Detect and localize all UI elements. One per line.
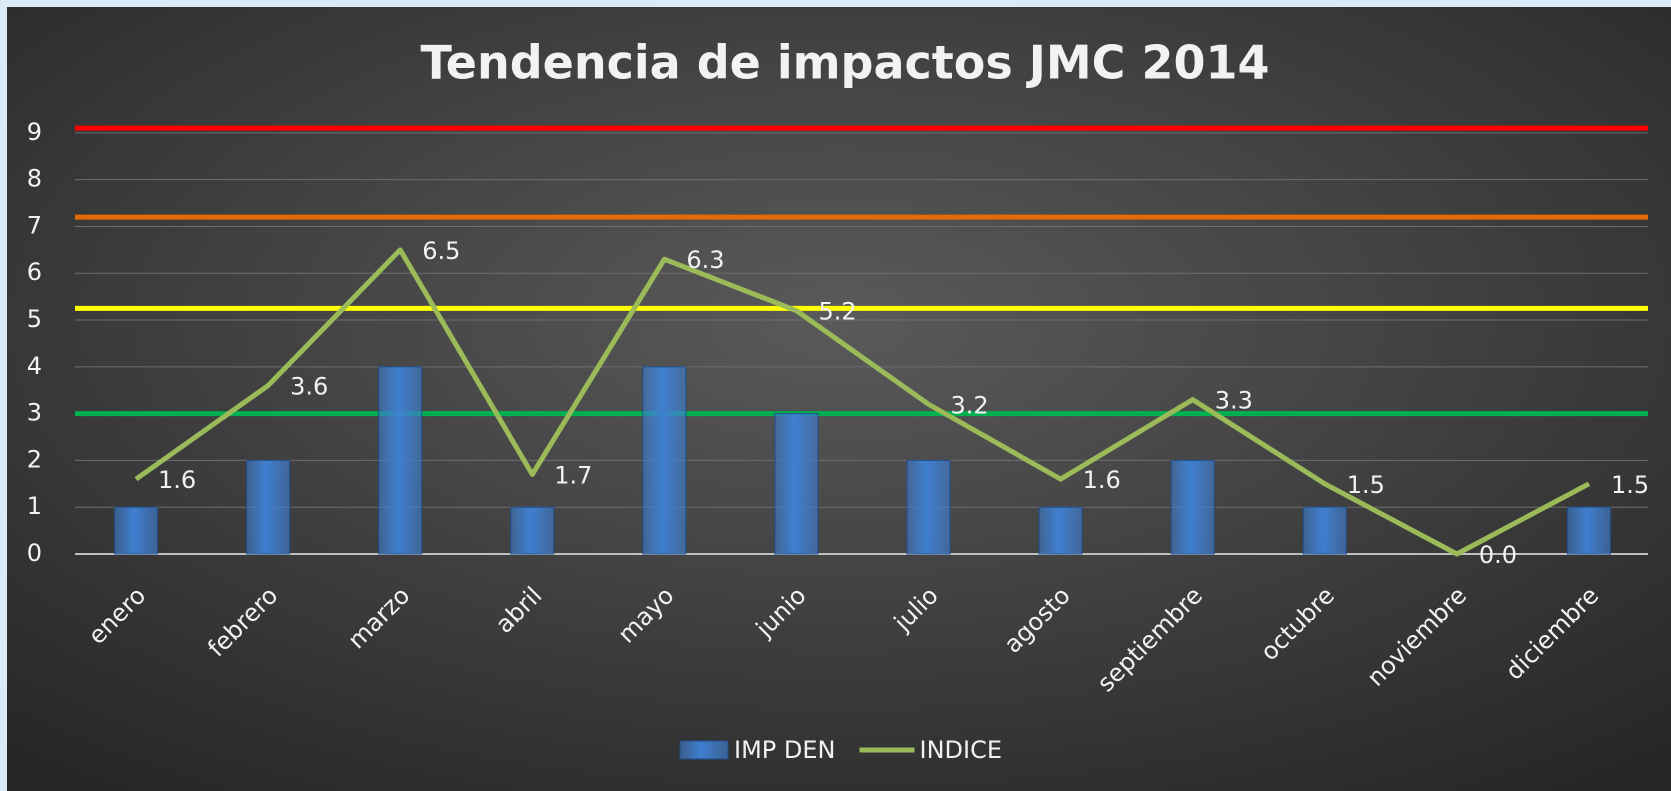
y-tick-label: 5 [27,305,42,333]
data-label: 3.2 [951,391,989,419]
bar [774,413,819,555]
data-label: 6.5 [422,237,460,265]
data-label: 1.5 [1347,471,1385,499]
bar [906,459,951,555]
data-label: 1.5 [1611,471,1649,499]
line [134,247,1591,557]
legend-label: INDICE [919,736,1002,764]
bar [246,459,291,555]
bar [1170,459,1215,555]
bar [1566,506,1611,555]
y-tick-label: 6 [27,258,42,286]
data-label: 0.0 [1479,541,1517,569]
bar [510,506,555,555]
data-label: 3.6 [290,373,328,401]
legend-label: IMP DEN [734,736,835,764]
data-label: 1.6 [1083,466,1121,494]
chart-background [7,7,1671,791]
y-tick-label: 1 [27,492,42,520]
y-tick-label: 4 [27,352,42,380]
bar [378,366,423,555]
data-label: 1.6 [158,466,196,494]
data-label: 3.3 [1215,387,1253,415]
y-tick-label: 3 [27,399,42,427]
data-label: 6.3 [686,246,724,274]
chart-title: Tendencia de impactos JMC 2014 [421,36,1270,90]
data-label: 5.2 [818,298,856,326]
y-tick-label: 2 [27,445,42,473]
y-tick-label: 8 [27,165,42,193]
bar [1038,506,1083,555]
data-label: 1.7 [554,461,592,489]
y-tick-label: 0 [27,539,42,567]
bar [1302,506,1347,555]
y-tick-label: 9 [27,118,42,146]
legend-swatch [679,740,729,760]
bar [114,506,159,555]
legend: IMP DEN INDICE [679,736,1002,764]
y-tick-label: 7 [27,211,42,239]
bar [642,366,687,555]
